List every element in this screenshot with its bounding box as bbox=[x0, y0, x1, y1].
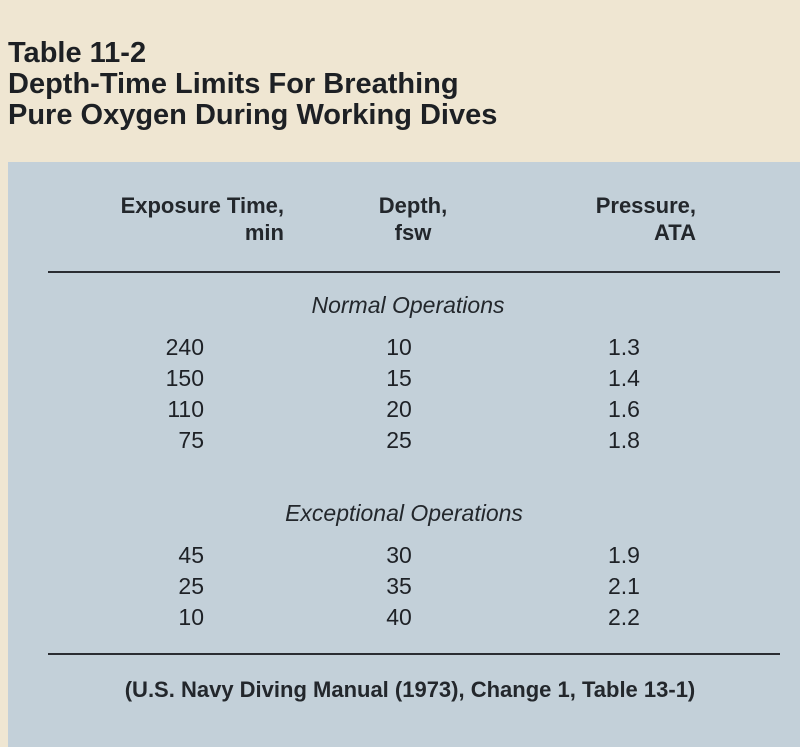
cell-exposure-time: 75 bbox=[178, 427, 204, 453]
cell-depth: 40 bbox=[386, 604, 412, 630]
section-title-normal: Normal Operations bbox=[311, 292, 505, 318]
table-row: 150 15 1.4 bbox=[8, 365, 800, 396]
cell-pressure: 1.9 bbox=[608, 542, 640, 568]
table-row: 240 10 1.3 bbox=[8, 334, 800, 365]
cell-exposure-time: 110 bbox=[167, 396, 204, 422]
header-divider bbox=[48, 271, 780, 273]
cell-exposure-time: 45 bbox=[178, 542, 204, 568]
table-row: 45 30 1.9 bbox=[8, 542, 800, 573]
cell-pressure: 1.3 bbox=[608, 334, 640, 360]
table-row: 10 40 2.2 bbox=[8, 604, 800, 635]
cell-depth: 30 bbox=[386, 542, 412, 568]
footer-divider bbox=[48, 653, 780, 655]
header-depth-label: Depth, bbox=[378, 193, 448, 218]
table-number: Table 11-2 bbox=[8, 37, 147, 69]
cell-pressure: 2.1 bbox=[608, 573, 640, 599]
cell-pressure: 2.2 bbox=[608, 604, 640, 630]
source-note: (U.S. Navy Diving Manual (1973), Change … bbox=[124, 677, 696, 702]
table-row: 75 25 1.8 bbox=[8, 427, 800, 458]
cell-depth: 15 bbox=[386, 365, 412, 391]
header-exposure-unit: min bbox=[244, 220, 284, 245]
cell-pressure: 1.6 bbox=[608, 396, 640, 422]
cell-depth: 10 bbox=[386, 334, 412, 360]
header-pressure-unit: ATA bbox=[654, 220, 696, 245]
cell-exposure-time: 25 bbox=[178, 573, 204, 599]
header-exposure-time: Exposure Time, min bbox=[121, 192, 284, 246]
cell-exposure-time: 150 bbox=[165, 365, 204, 391]
table-caption: Table 11-2 Depth-Time Limits For Breathi… bbox=[8, 38, 497, 131]
table-row: 110 20 1.6 bbox=[8, 396, 800, 427]
header-exposure-label: Exposure Time, bbox=[120, 193, 284, 218]
cell-exposure-time: 10 bbox=[178, 604, 204, 630]
header-pressure-label: Pressure, bbox=[595, 193, 696, 218]
rows-normal: 240 10 1.3 150 15 1.4 110 20 1.6 75 25 1.8 bbox=[8, 334, 800, 458]
cell-depth: 25 bbox=[386, 427, 412, 453]
cell-pressure: 1.4 bbox=[608, 365, 640, 391]
table-title-line-2: Pure Oxygen During Working Dives bbox=[8, 99, 498, 131]
rows-exceptional: 45 30 1.9 25 35 2.1 10 40 2.2 bbox=[8, 542, 800, 635]
table-panel: Exposure Time, min Depth, fsw Pressure, … bbox=[8, 162, 800, 747]
header-pressure: Pressure, ATA bbox=[596, 192, 696, 246]
cell-pressure: 1.8 bbox=[608, 427, 640, 453]
cell-depth: 20 bbox=[386, 396, 412, 422]
section-title-exceptional: Exceptional Operations bbox=[285, 500, 523, 526]
cell-depth: 35 bbox=[386, 573, 412, 599]
cell-exposure-time: 240 bbox=[165, 334, 204, 360]
table-row: 25 35 2.1 bbox=[8, 573, 800, 604]
table-title-line-1: Depth-Time Limits For Breathing bbox=[8, 68, 459, 100]
header-depth: Depth, fsw bbox=[363, 192, 463, 246]
header-depth-unit: fsw bbox=[394, 220, 432, 245]
